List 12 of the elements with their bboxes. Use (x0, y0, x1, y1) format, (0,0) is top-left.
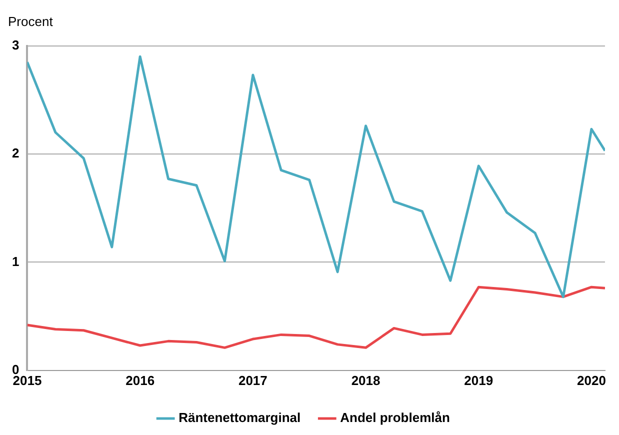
x-tick-label: 2020 (577, 372, 606, 388)
y-axis-title: Procent (8, 14, 53, 29)
y-tick-label: 0 (12, 362, 20, 377)
legend-label: Räntenettomarginal (178, 410, 301, 426)
legend-label: Andel problemlån (340, 410, 450, 426)
x-tick-label: 2018 (351, 372, 380, 388)
x-tick-label: 2016 (126, 372, 155, 388)
x-tick-label: 2017 (238, 372, 268, 388)
y-tick-label: 2 (12, 146, 20, 161)
y-tick-label: 3 (12, 37, 20, 52)
x-tick-label: 2019 (464, 372, 494, 388)
y-tick-label: 1 (12, 254, 20, 269)
